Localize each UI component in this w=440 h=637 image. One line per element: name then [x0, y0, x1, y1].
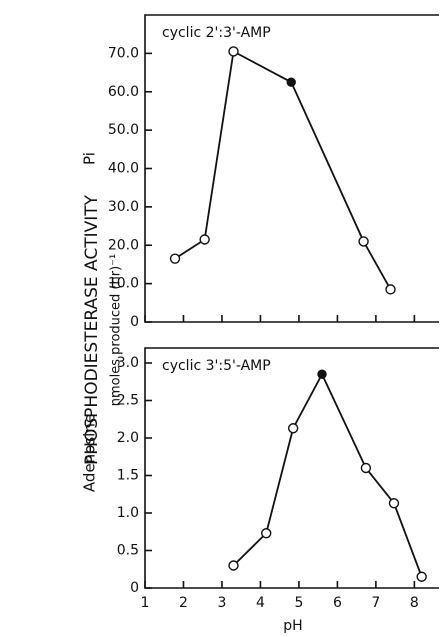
y-tick-label: 0: [130, 580, 139, 596]
data-point: [199, 234, 210, 245]
y-tick-label: 50.0: [108, 122, 139, 138]
y-tick-label: 1.0: [117, 505, 139, 521]
data-point: [385, 284, 396, 295]
data-point: [388, 498, 400, 509]
data-point: [416, 571, 427, 582]
y-tick-label: 40.0: [108, 161, 139, 177]
y-tick-label: 0.5: [117, 543, 139, 559]
x-tick-label: 2: [179, 595, 188, 611]
x-tick-label: 3: [218, 595, 227, 611]
y-tick-label: 2.0: [117, 430, 139, 446]
y-tick-label: 0: [130, 314, 139, 330]
data-point: [228, 46, 239, 57]
plot-frame: [144, 347, 439, 589]
y-tick-label: 70.0: [108, 45, 139, 61]
panel-ylabel: Pi: [81, 152, 99, 165]
data-point: [228, 560, 239, 571]
data-point: [286, 77, 296, 87]
data-point: [287, 423, 299, 434]
y-tick-label: 2.5: [117, 393, 139, 409]
figure-ylabel-units: nmoles produced (hr)⁻¹: [109, 254, 124, 406]
x-axis-label: pH: [283, 618, 302, 634]
figure-ylabel: PHOSPHODIESTERASE ACTIVITY: [82, 194, 102, 465]
data-point: [261, 528, 272, 539]
y-tick-label: 10.0: [108, 276, 139, 292]
data-line: [232, 372, 423, 578]
data-point: [169, 253, 181, 264]
annotation: cyclic 2':3'-AMP: [162, 25, 271, 41]
y-tick-label: 30.0: [108, 199, 139, 215]
data-point: [317, 369, 327, 379]
data-line: [174, 50, 392, 290]
y-tick-label: 1.5: [117, 468, 139, 484]
y-tick-label: 60.0: [108, 84, 139, 100]
x-tick-label: 6: [333, 595, 342, 611]
x-tick-label: 5: [294, 595, 303, 611]
data-point: [358, 236, 369, 247]
x-tick-label: 4: [256, 595, 265, 611]
panel-ylabel: Adenosine: [81, 414, 99, 492]
y-tick-label: 20.0: [108, 237, 139, 253]
x-tick-label: 7: [371, 595, 380, 611]
x-tick-label: 8: [410, 595, 419, 611]
plot-frame: [144, 14, 439, 323]
x-tick-label: 1: [141, 595, 150, 611]
y-tick-label: 3.0: [117, 355, 139, 371]
annotation: cyclic 3':5'-AMP: [162, 358, 271, 374]
data-point: [360, 462, 372, 474]
